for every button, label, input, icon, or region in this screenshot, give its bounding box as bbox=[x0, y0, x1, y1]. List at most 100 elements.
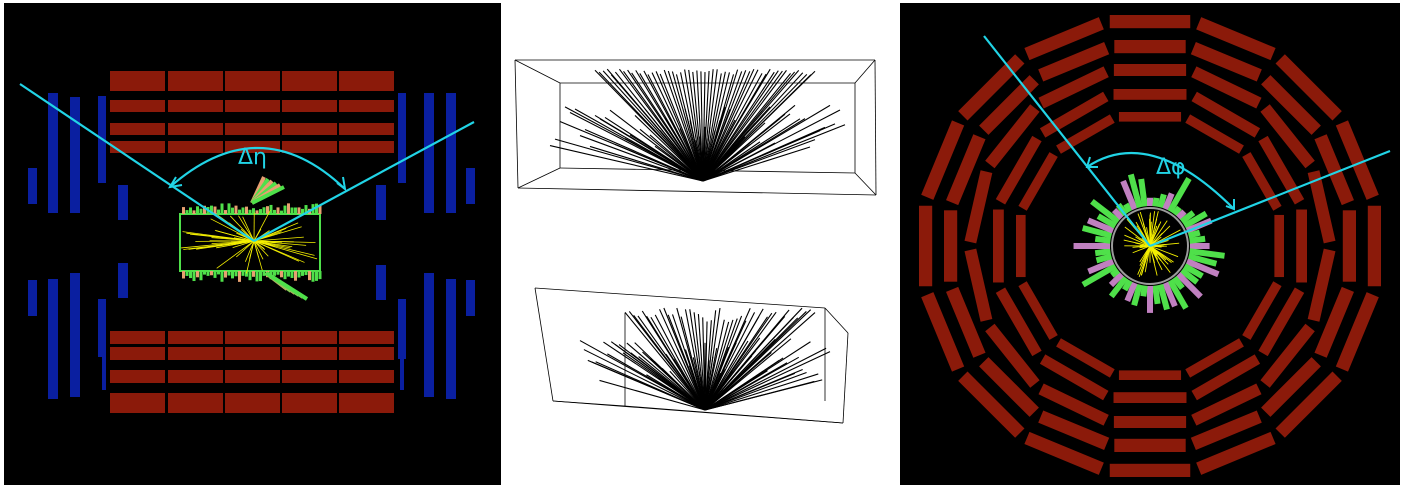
barrel-block bbox=[282, 370, 337, 383]
track bbox=[681, 372, 706, 411]
energy-tower bbox=[287, 203, 290, 214]
energy-tower bbox=[301, 271, 304, 276]
calorimeter-bar bbox=[921, 292, 965, 372]
track bbox=[661, 367, 706, 411]
calorimeter-bar bbox=[1113, 392, 1187, 403]
jet-axis-left bbox=[983, 35, 1151, 247]
muon-chamber bbox=[28, 280, 37, 316]
track bbox=[1149, 245, 1179, 258]
calorimeter-bar bbox=[1185, 114, 1244, 154]
energy-tower bbox=[220, 203, 224, 214]
track bbox=[1137, 245, 1151, 275]
track bbox=[1140, 245, 1151, 276]
energy-tower bbox=[1185, 258, 1220, 278]
track bbox=[614, 143, 704, 182]
track bbox=[253, 226, 302, 242]
muon-chamber bbox=[28, 168, 37, 204]
energy-tower bbox=[1131, 283, 1143, 307]
energy-cluster bbox=[251, 185, 285, 205]
barrel-block bbox=[282, 393, 337, 413]
energy-tower bbox=[196, 271, 199, 278]
calorimeter-bar bbox=[993, 209, 1004, 283]
perspective-views-panel bbox=[505, 3, 895, 485]
track bbox=[646, 374, 706, 411]
track bbox=[1124, 234, 1151, 247]
energy-tower bbox=[203, 271, 206, 275]
energy-tower bbox=[231, 271, 234, 279]
track bbox=[704, 348, 718, 411]
track bbox=[669, 370, 706, 411]
barrel-block bbox=[225, 123, 280, 135]
barrel-block bbox=[339, 141, 394, 153]
energy-tower bbox=[224, 271, 227, 278]
calorimeter-bar bbox=[1109, 15, 1191, 29]
calorimeter-bar bbox=[964, 248, 993, 322]
calorimeter-bar bbox=[985, 104, 1040, 169]
track bbox=[216, 240, 255, 269]
barrel-block bbox=[225, 100, 280, 112]
energy-tower bbox=[1162, 192, 1175, 211]
calorimeter-bar bbox=[1260, 323, 1315, 388]
calorimeter-bar bbox=[1038, 66, 1109, 109]
calorimeter-bar bbox=[985, 323, 1040, 388]
track bbox=[1149, 211, 1156, 247]
energy-tower bbox=[1108, 272, 1124, 288]
energy-tower bbox=[203, 205, 206, 214]
energy-tower bbox=[1152, 285, 1161, 305]
track bbox=[704, 347, 827, 411]
track bbox=[253, 240, 264, 260]
bounding-box-edge bbox=[517, 187, 877, 196]
energy-tower bbox=[301, 208, 304, 214]
energy-tower bbox=[1167, 176, 1192, 213]
energy-tower bbox=[1176, 209, 1187, 220]
energy-tower bbox=[273, 271, 276, 276]
barrel-block bbox=[339, 393, 394, 413]
track bbox=[1124, 226, 1151, 247]
barrel-block bbox=[339, 347, 394, 360]
calorimeter-bar bbox=[1114, 40, 1186, 54]
track bbox=[702, 70, 787, 182]
bounding-box-edge bbox=[517, 167, 561, 189]
energy-tower bbox=[1176, 272, 1203, 299]
track bbox=[704, 356, 800, 411]
track bbox=[702, 73, 722, 182]
muon-chamber bbox=[118, 185, 128, 220]
energy-tower bbox=[199, 208, 203, 214]
energy-tower bbox=[206, 271, 210, 276]
energy-tower bbox=[290, 271, 294, 278]
calorimeter-bar bbox=[919, 205, 933, 287]
track bbox=[702, 109, 731, 182]
energy-tower bbox=[192, 210, 196, 214]
energy-tower bbox=[252, 208, 255, 214]
track bbox=[631, 72, 704, 182]
track bbox=[253, 210, 271, 242]
muon-chamber bbox=[466, 168, 475, 204]
track bbox=[654, 145, 704, 182]
track bbox=[1144, 245, 1151, 273]
energy-tower bbox=[1189, 235, 1206, 244]
barrel-block bbox=[110, 347, 165, 360]
energy-tower bbox=[297, 271, 301, 278]
calorimeter-bar bbox=[946, 134, 986, 206]
energy-tower bbox=[185, 271, 189, 276]
track bbox=[702, 146, 811, 182]
calorimeter-bar bbox=[1109, 463, 1191, 477]
muon-chamber bbox=[48, 279, 58, 399]
energy-tower bbox=[199, 271, 203, 281]
track bbox=[657, 377, 706, 411]
track bbox=[595, 361, 706, 411]
energy-tower bbox=[182, 207, 185, 214]
energy-tower bbox=[266, 206, 269, 214]
barrel-block bbox=[168, 123, 223, 135]
muon-chamber bbox=[398, 93, 406, 183]
calorimeter-bar bbox=[921, 120, 965, 200]
bounding-box-edge bbox=[534, 287, 826, 309]
calorimeter-bar bbox=[1118, 370, 1182, 380]
track bbox=[253, 240, 259, 258]
energy-tower bbox=[1183, 263, 1204, 279]
side-view-panel: Δη bbox=[4, 3, 501, 485]
energy-tower bbox=[1108, 275, 1129, 299]
track bbox=[688, 69, 704, 182]
energy-tower bbox=[1189, 248, 1225, 259]
track bbox=[229, 215, 255, 242]
